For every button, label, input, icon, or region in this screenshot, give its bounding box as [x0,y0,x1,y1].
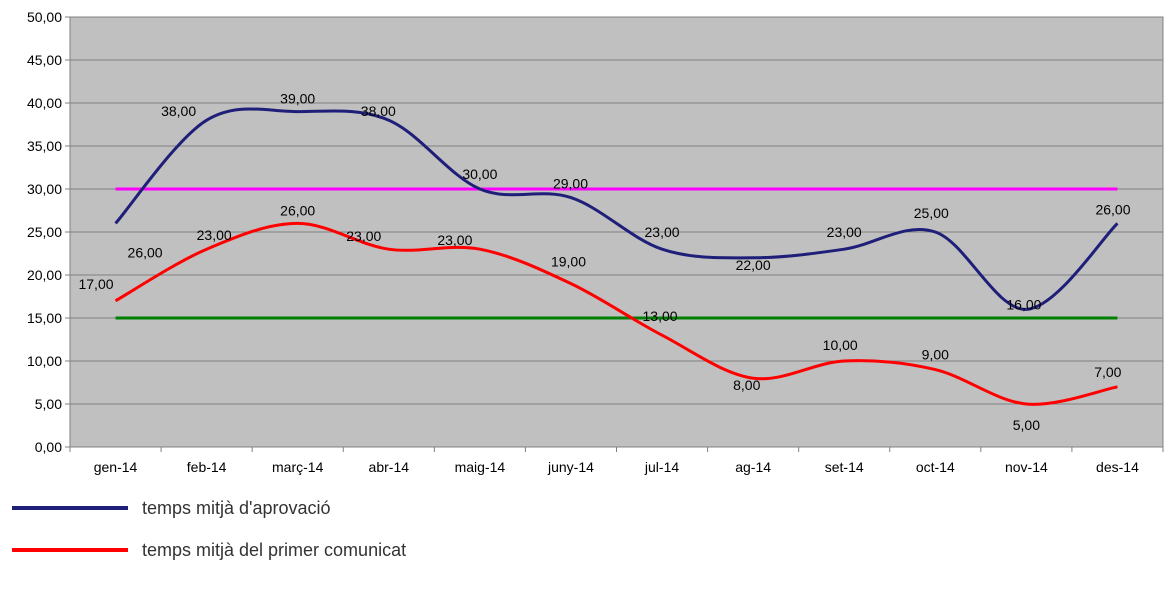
data-label: 39,00 [280,91,315,107]
data-label: 26,00 [280,202,315,218]
x-axis: gen-14 feb-14 març-14 abr-14 maig-14 juny-14 j… [69,447,1164,475]
x-tick-label: ag-14 [735,459,771,475]
y-tick-label: 30,00 [27,181,62,197]
data-label: 30,00 [462,166,497,182]
data-label: 22,00 [736,257,771,273]
x-tick-label: set-14 [825,459,864,475]
data-label: 5,00 [1013,417,1040,433]
reference-lines [115,187,1118,320]
x-tick-label: abr-14 [369,459,410,475]
series-line [114,107,1119,311]
data-label: 23,00 [437,232,472,248]
series-lines [114,107,1119,406]
x-tick-label: des-14 [1096,459,1139,475]
y-axis: 0,00 5,00 10,00 15,00 20,00 25,00 30,00 35,00 40… [27,9,70,455]
legend-label: temps mitjà d'aprovació [142,498,331,518]
data-label: 19,00 [551,254,586,270]
y-tick-label: 40,00 [27,95,62,111]
x-tick-label: jul-14 [644,459,679,475]
data-label: 8,00 [733,377,760,393]
data-labels: 26,00 38,00 39,00 38,00 30,00 29,00 23,00 22,00… [78,91,1130,433]
x-tick-label: feb-14 [187,459,227,475]
x-tick-label: març-14 [272,459,324,475]
y-tick-label: 50,00 [27,9,62,25]
data-label: 16,00 [1006,296,1041,312]
data-label: 23,00 [645,224,680,240]
y-tick-label: 0,00 [35,439,62,455]
legend: temps mitjà d'aprovació temps mitjà del p… [12,498,406,560]
y-tick-label: 35,00 [27,138,62,154]
data-label: 9,00 [922,347,949,363]
data-label: 10,00 [823,337,858,353]
data-label: 38,00 [161,103,196,119]
data-label: 23,00 [197,227,232,243]
y-tick-label: 10,00 [27,353,62,369]
data-label: 38,00 [361,103,396,119]
data-label: 7,00 [1094,364,1121,380]
x-tick-label: nov-14 [1005,459,1048,475]
data-label: 25,00 [914,205,949,221]
y-tick-label: 45,00 [27,52,62,68]
data-label: 26,00 [128,244,163,260]
x-tick-label: juny-14 [547,459,594,475]
data-label: 26,00 [1095,201,1130,217]
data-label: 13,00 [643,308,678,324]
y-tick-label: 25,00 [27,224,62,240]
y-tick-label: 20,00 [27,267,62,283]
x-tick-label: gen-14 [94,459,138,475]
y-tick-label: 5,00 [35,396,62,412]
series-line [114,221,1118,406]
legend-label: temps mitjà del primer comunicat [142,540,406,560]
data-label: 23,00 [346,228,381,244]
data-label: 17,00 [78,276,113,292]
x-tick-label: oct-14 [916,459,955,475]
y-tick-label: 15,00 [27,310,62,326]
x-tick-label: maig-14 [455,459,506,475]
data-label: 23,00 [827,224,862,240]
data-label: 29,00 [553,176,588,192]
